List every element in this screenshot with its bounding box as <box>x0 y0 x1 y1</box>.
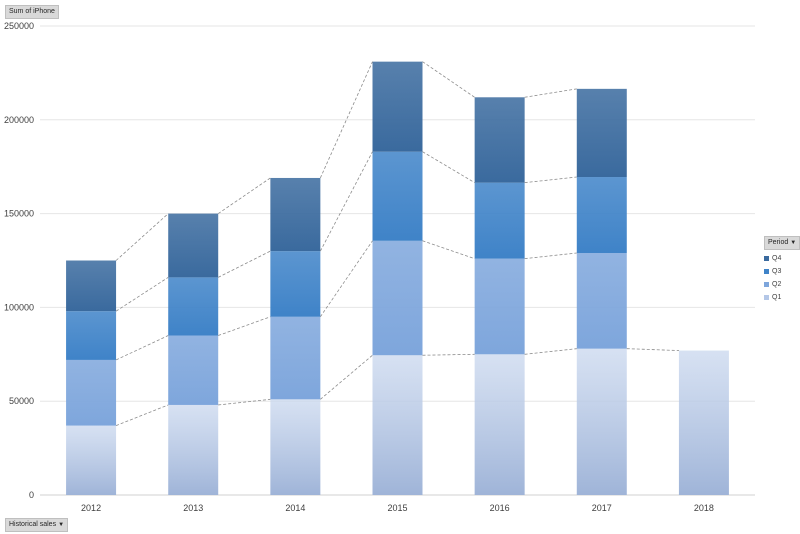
bar-q3-2013 <box>168 277 219 336</box>
bar-q4-2012 <box>66 260 117 312</box>
series-line-q3 <box>320 151 373 252</box>
bar-q3-2016 <box>474 182 525 259</box>
bar-q4-2013 <box>168 213 219 278</box>
legend-label: Q1 <box>772 294 782 301</box>
legend-swatch <box>764 269 769 274</box>
series-line-q1 <box>115 404 169 426</box>
bar-q4-2014 <box>270 177 321 252</box>
bar-q1-2012 <box>66 425 117 495</box>
bar-q3-2017 <box>576 177 627 253</box>
legend-item-q3: Q3 <box>764 267 800 276</box>
series-line-q4 <box>115 213 169 261</box>
series-line-q2 <box>320 240 373 318</box>
bar-q3-2012 <box>66 311 117 360</box>
bar-q2-2017 <box>576 252 627 349</box>
series-line-q4 <box>524 88 577 98</box>
bar-q2-2015 <box>372 240 423 356</box>
legend-item-q1: Q1 <box>764 293 800 302</box>
x-tick-label: 2015 <box>387 503 407 513</box>
legend-label: Q3 <box>772 268 782 275</box>
series-line-q1 <box>320 354 373 400</box>
legend-item-q2: Q2 <box>764 280 800 289</box>
value-field-label: Sum of iPhone <box>9 8 55 15</box>
series-line-q3 <box>422 151 475 183</box>
series-line-q3 <box>524 176 577 184</box>
series-line-q1 <box>524 348 577 355</box>
bar-q1-2015 <box>372 355 423 495</box>
series-line-q2 <box>524 252 577 260</box>
y-tick-label: 0 <box>29 490 34 500</box>
series-line-q1 <box>422 353 475 356</box>
dropdown-arrow-icon: ▼ <box>790 240 797 246</box>
value-field-button[interactable]: Sum of iPhone <box>5 5 59 19</box>
series-line-q1 <box>218 398 271 406</box>
period-field-button[interactable]: Period ▼ <box>764 236 800 250</box>
bar-q3-2015 <box>372 151 423 241</box>
bar-q1-2016 <box>474 354 525 495</box>
y-tick-label: 200000 <box>4 115 34 125</box>
bar-q4-2016 <box>474 97 525 183</box>
bar-q2-2013 <box>168 335 219 405</box>
y-tick-label: 250000 <box>4 21 34 31</box>
bar-q1-2013 <box>168 404 219 495</box>
legend: Period ▼ Q4 Q3 Q2 Q1 <box>764 236 800 302</box>
axis-field-label: Historical sales <box>9 521 57 528</box>
bar-q1-2014 <box>270 399 321 495</box>
legend-label: Q2 <box>772 281 782 288</box>
bar-q1-2018 <box>678 350 729 495</box>
series-line-q4 <box>422 61 475 98</box>
legend-swatch <box>764 256 769 261</box>
x-tick-label: 2012 <box>81 503 101 513</box>
y-tick-label: 150000 <box>4 209 34 219</box>
series-line-q2 <box>422 240 475 260</box>
bar-q2-2012 <box>66 359 117 426</box>
bar-q2-2016 <box>474 258 525 355</box>
legend-item-q4: Q4 <box>764 254 800 263</box>
series-line-q4 <box>319 61 373 179</box>
legend-swatch <box>764 295 769 300</box>
dropdown-arrow-icon: ▼ <box>58 522 65 528</box>
y-tick-label: 100000 <box>4 302 34 312</box>
series-line-q1 <box>626 348 679 351</box>
bar-q4-2015 <box>372 61 423 152</box>
legend-label: Q4 <box>772 255 782 262</box>
series-line-q4 <box>217 177 271 214</box>
x-tick-label: 2016 <box>490 503 510 513</box>
bar-q3-2014 <box>270 251 321 317</box>
x-tick-label: 2014 <box>285 503 305 513</box>
bar-q1-2017 <box>576 348 627 495</box>
legend-swatch <box>764 282 769 287</box>
bar-q4-2017 <box>576 88 627 178</box>
y-tick-label: 50000 <box>9 396 34 406</box>
series-line-q3 <box>115 277 169 312</box>
legend-items: Q4 Q3 Q2 Q1 <box>764 254 800 302</box>
axis-field-button[interactable]: Historical sales ▼ <box>5 518 69 532</box>
series-line-q2 <box>115 335 169 361</box>
series-line-q2 <box>218 316 271 336</box>
x-tick-label: 2018 <box>694 503 714 513</box>
x-tick-label: 2017 <box>592 503 612 513</box>
series-line-q3 <box>218 250 271 278</box>
bar-q2-2014 <box>270 316 321 400</box>
x-tick-label: 2013 <box>183 503 203 513</box>
period-field-label: Period <box>768 239 789 246</box>
